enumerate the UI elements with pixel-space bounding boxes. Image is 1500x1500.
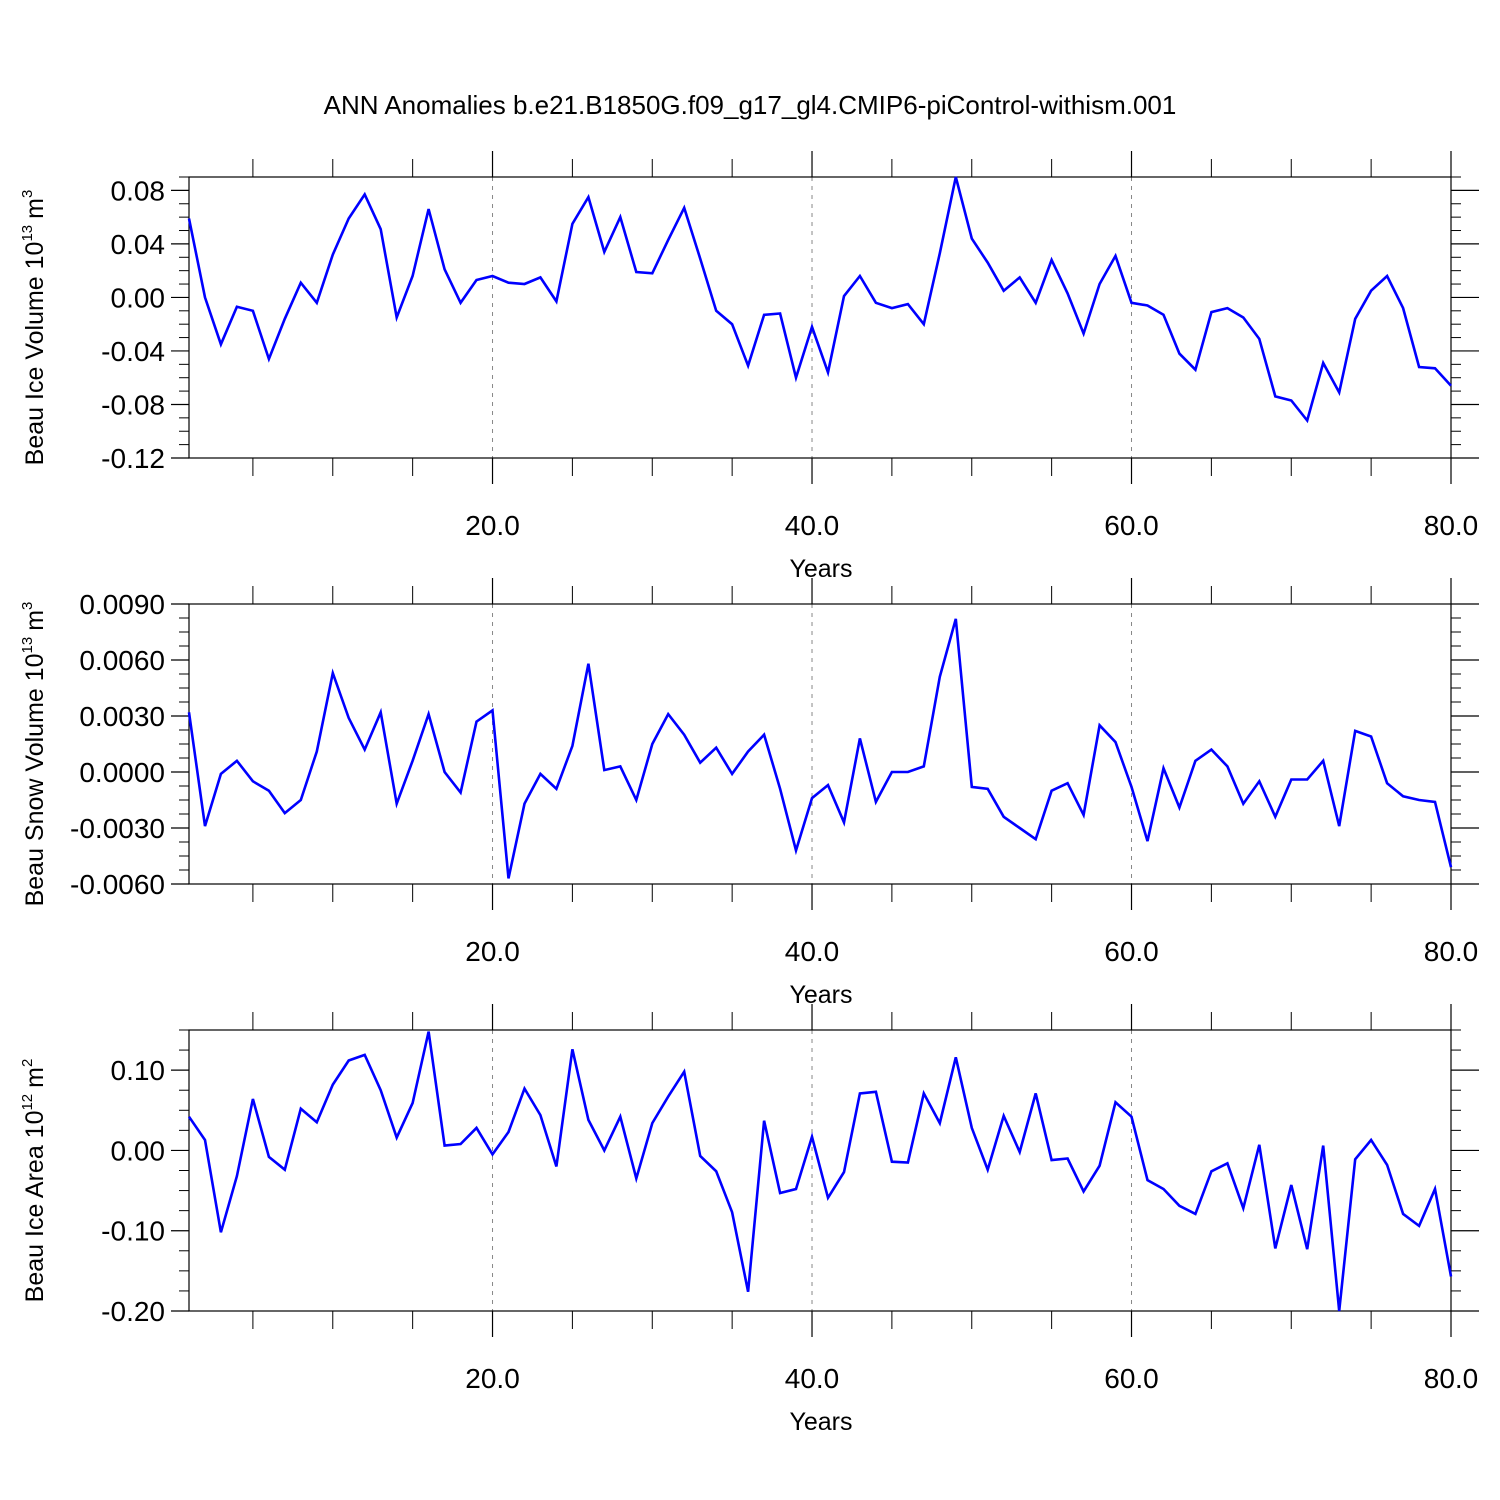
panel-1: -0.12 -0.08 -0.04 0.00 0.04 0.08 20.0 40.0 60.0 8… [19, 151, 1479, 583]
x-axis-label: Years [789, 981, 852, 1009]
y-axis-label: Beau Snow Volume 1013 m3 [19, 602, 49, 907]
y-axis-label: Beau Ice Area 1012 m2 [19, 1059, 49, 1303]
chart-title: ANN Anomalies b.e21.B1850G.f09_g17_gl4.C… [324, 90, 1177, 120]
y-axis-label-unit: m [21, 198, 49, 219]
x-tick-label: 20.0 [465, 510, 520, 541]
y-tick-label: 0.00 [111, 282, 166, 313]
y-tick-label: 0.0000 [79, 757, 165, 788]
x-tick-label: 60.0 [1104, 510, 1159, 541]
y-axis-label-unit: m [21, 1067, 49, 1088]
x-tick-label: 20.0 [465, 1363, 520, 1394]
y-tick-label: -0.10 [101, 1216, 165, 1247]
series-line-3 [187, 1031, 1453, 1312]
y-tick-label: 0.04 [111, 229, 166, 260]
series-line-2 [187, 618, 1453, 879]
y-tick-label: -0.12 [101, 443, 165, 474]
x-tick-label: 40.0 [785, 936, 840, 967]
x-axis-label: Years [789, 555, 852, 583]
series-line-1 [187, 176, 1452, 424]
y-axis-label-exponent: 13 [19, 637, 36, 654]
y-tick-label: 0.08 [111, 175, 166, 206]
x-tick-label: 80.0 [1424, 936, 1479, 967]
x-tick-label: 60.0 [1104, 1363, 1159, 1394]
panel-3: -0.20 -0.10 0.00 0.10 20.0 40.0 60.0 80.0 Years B… [19, 1004, 1479, 1436]
y-axis-label-text: Beau Ice Volume 10 [21, 242, 49, 466]
y-axis-label-unit-exponent: 3 [19, 602, 36, 610]
series-points [189, 619, 1451, 879]
y-tick-label: -0.08 [101, 389, 165, 420]
y-axis-label-unit-exponent: 3 [19, 190, 36, 198]
y-tick-label: 0.10 [111, 1055, 166, 1086]
panel-2: -0.0060 -0.0030 0.0000 0.0030 0.0060 0.0090 20… [19, 578, 1479, 1009]
plot-frame [188, 176, 1452, 459]
series-points [189, 177, 1451, 421]
y-axis-label-exponent: 13 [19, 225, 36, 242]
y-tick-label: 0.00 [111, 1135, 166, 1166]
y-tick-label: 0.0060 [79, 645, 165, 676]
y-axis-label-exponent: 12 [19, 1094, 36, 1111]
y-axis-label-text: Beau Snow Volume 10 [21, 653, 49, 906]
y-tick-label: -0.0030 [70, 813, 165, 844]
x-tick-label: 60.0 [1104, 936, 1159, 967]
x-tick-label: 40.0 [785, 510, 840, 541]
x-tick-label: 20.0 [465, 936, 520, 967]
y-axis-label: Beau Ice Volume 1013 m3 [19, 190, 49, 466]
y-tick-label: 0.0030 [79, 701, 165, 732]
x-tick-label: 80.0 [1424, 510, 1479, 541]
y-tick-label: 0.0090 [79, 589, 165, 620]
y-axis-label-unit-exponent: 2 [19, 1059, 36, 1067]
y-axis-label-unit: m [21, 610, 49, 631]
y-axis-label-text: Beau Ice Area 10 [21, 1111, 49, 1303]
x-axis-label: Years [789, 1408, 852, 1436]
x-tick-label: 80.0 [1424, 1363, 1479, 1394]
y-tick-label: -0.0060 [70, 869, 165, 900]
plot-frame [188, 603, 1452, 885]
x-tick-label: 40.0 [785, 1363, 840, 1394]
y-tick-label: -0.04 [101, 336, 165, 367]
y-tick-label: -0.20 [101, 1296, 165, 1327]
